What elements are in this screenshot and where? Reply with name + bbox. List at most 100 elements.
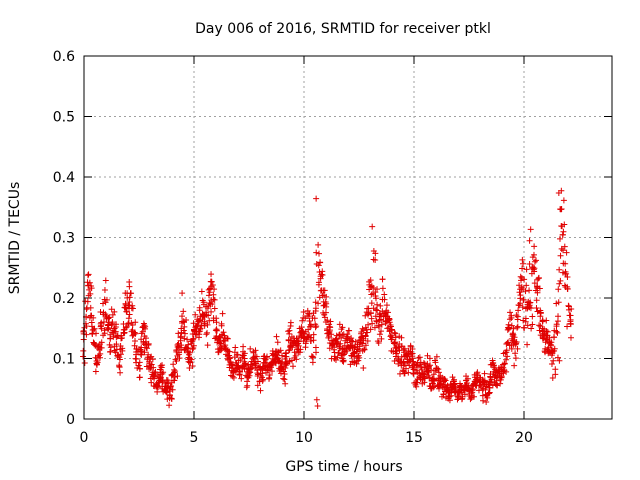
data-point <box>98 319 105 326</box>
data-point <box>204 342 211 349</box>
data-point <box>175 343 182 350</box>
data-point <box>554 329 561 336</box>
data-point <box>209 282 216 289</box>
data-point <box>84 272 91 279</box>
data-point <box>560 247 567 254</box>
data-point <box>282 364 289 371</box>
data-point <box>172 356 179 363</box>
data-point <box>359 340 366 347</box>
data-point <box>551 348 558 355</box>
data-point <box>259 377 266 384</box>
data-point <box>171 366 178 373</box>
data-point <box>481 370 488 377</box>
data-point <box>316 250 323 257</box>
data-point <box>362 342 369 349</box>
data-point <box>560 197 567 204</box>
data-point <box>556 357 563 364</box>
data-point <box>221 332 228 339</box>
data-point <box>244 382 251 389</box>
data-point <box>373 317 380 324</box>
data-point <box>311 315 318 322</box>
data-point <box>313 396 320 403</box>
data-point <box>398 353 405 360</box>
data-point <box>410 358 417 365</box>
data-point <box>522 288 529 295</box>
data-point <box>524 322 531 329</box>
data-point <box>501 360 508 367</box>
data-point <box>113 341 120 348</box>
data-point <box>83 323 90 330</box>
data-point <box>180 327 187 334</box>
data-point <box>223 351 230 358</box>
data-point <box>378 328 385 335</box>
data-point <box>315 300 322 307</box>
data-point <box>371 324 378 331</box>
data-point <box>557 277 564 284</box>
data-point <box>385 309 391 316</box>
data-point <box>391 329 398 336</box>
data-point <box>313 195 320 202</box>
data-point <box>531 258 538 265</box>
y-tick-label: 0.3 <box>53 231 75 247</box>
data-point <box>80 347 87 354</box>
data-point <box>241 350 248 357</box>
data-point <box>536 322 543 329</box>
data-point <box>285 328 292 335</box>
data-point <box>528 325 535 332</box>
data-point <box>188 356 195 363</box>
data-point <box>108 306 115 313</box>
data-point <box>555 299 562 306</box>
data-point <box>315 262 322 269</box>
data-point <box>116 364 123 371</box>
data-point <box>514 323 521 330</box>
data-point <box>530 264 537 271</box>
data-point <box>367 283 374 290</box>
data-point <box>522 315 529 322</box>
x-axis-label: GPS time / hours <box>285 459 402 475</box>
data-point <box>259 374 266 381</box>
data-point <box>339 324 346 331</box>
data-point <box>179 290 186 297</box>
data-point <box>568 305 575 312</box>
data-point <box>421 379 428 386</box>
data-point <box>401 345 408 352</box>
data-point <box>305 313 312 320</box>
data-point <box>554 354 561 361</box>
data-point <box>208 271 215 278</box>
data-point <box>213 315 220 322</box>
data-point <box>293 356 300 363</box>
data-point <box>428 366 435 373</box>
data-point <box>292 352 299 359</box>
data-point <box>206 289 213 296</box>
data-point <box>381 291 388 298</box>
data-point <box>87 290 94 297</box>
data-point <box>208 308 215 315</box>
data-point <box>393 344 400 351</box>
data-point <box>290 363 297 370</box>
data-point <box>360 365 367 372</box>
data-point <box>322 309 329 316</box>
data-point <box>334 354 341 361</box>
data-point <box>464 375 471 382</box>
data-point <box>148 361 155 368</box>
data-point <box>154 388 161 395</box>
x-tick-label: 5 <box>190 430 199 446</box>
data-point <box>514 345 521 352</box>
data-point <box>355 357 362 364</box>
data-point <box>265 367 272 374</box>
data-point <box>224 335 231 342</box>
data-point <box>313 323 320 330</box>
data-point <box>204 321 211 328</box>
data-point <box>340 358 347 365</box>
data-point <box>253 353 260 360</box>
data-point <box>515 307 522 314</box>
data-point <box>417 363 424 370</box>
data-point <box>136 359 143 366</box>
data-point <box>312 305 319 312</box>
data-point <box>181 323 188 330</box>
data-point <box>189 362 196 369</box>
data-point <box>554 318 561 325</box>
data-point <box>550 357 557 364</box>
data-point <box>530 251 537 258</box>
data-point <box>526 287 533 294</box>
